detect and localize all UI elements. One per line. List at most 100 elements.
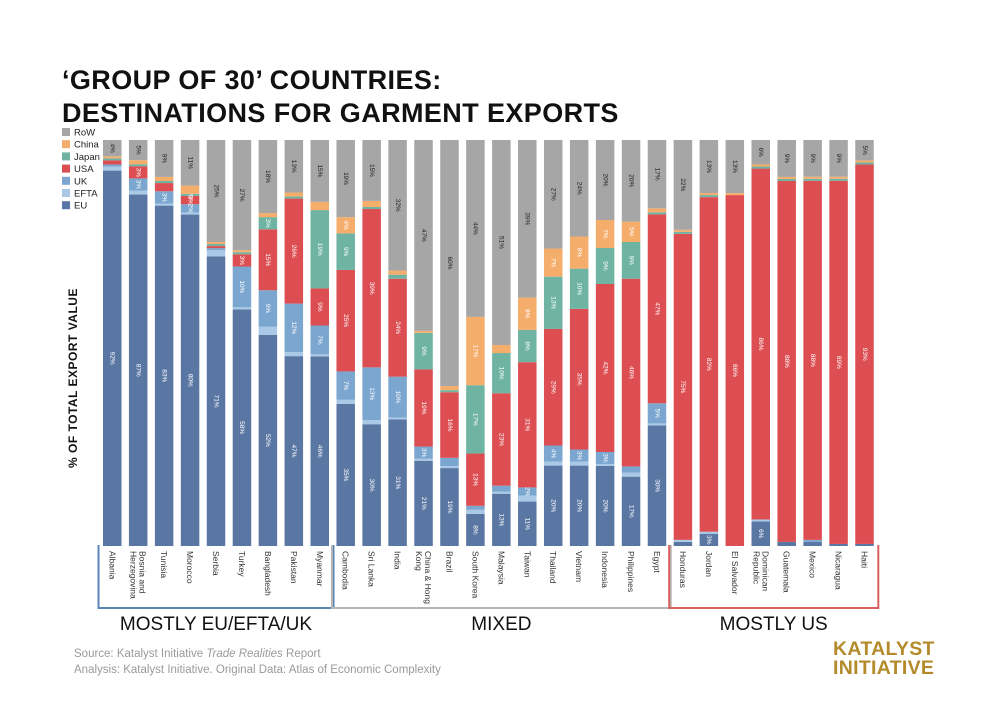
category-label-morocco: Morocco [185,551,195,584]
data-label-indonesia-china: 7% [601,229,608,239]
group-label-mostly-eu-efta-uk: MOSTLY EU/EFTA/UK [120,614,312,635]
bar-taiwan-china [518,297,537,330]
bar-haiti-row [855,140,874,161]
bar-myanmar-usa [310,288,330,326]
bar-brazil-eu [440,468,459,546]
legend-swatch-uk [62,176,70,185]
bar-honduras-usa [673,233,693,540]
bar-sri-lanka-uk [362,367,381,421]
bar-india-usa [388,278,407,377]
bar-philippines-japan [621,242,641,279]
bar-china-and-hong-kong-eu [414,460,433,546]
bar-india-row [388,140,407,271]
bar-honduras-japan [673,231,693,234]
legend-label-japan: Japan [74,152,100,163]
bar-jordan-japan [699,195,719,198]
legend-label-uk: UK [74,176,88,187]
data-label-cambodia-china: 4% [342,221,349,231]
data-label-pakistan-eu: 47% [290,445,297,458]
data-label-mexico-row: 9% [809,154,816,164]
bars: 92%4%87%3%3%5%83%3%9%80%2%3%2%11%71%25%5… [103,140,874,547]
bar-india-japan [388,274,407,279]
category-label-tunisia: Tunisia [159,551,169,578]
bar-pakistan-china [284,192,304,197]
data-label-morocco-uk: 2% [186,204,193,214]
data-label-morocco-row: 11% [186,157,193,170]
bar-tunisia-usa [154,183,174,192]
bar-bangladesh-china [258,213,278,218]
analysis-line: Analysis: Katalyst Initiative. Original … [74,664,441,676]
bar-indonesia-eu [595,466,615,546]
bar-indonesia-usa [595,284,615,452]
bar-myanmar-uk [310,325,330,355]
data-label-cambodia-japan: 9% [342,247,349,257]
data-label-bangladesh-uk: 9% [264,304,271,314]
bar-tunisia-china [154,176,174,182]
bar-thailand-china [543,248,563,277]
bar-pakistan-usa [284,198,304,304]
data-label-bangladesh-japan: 3% [264,219,271,229]
data-label-china-and-hong-kong-usa: 19% [420,401,427,414]
data-label-south-korea-eu: 8% [472,525,479,535]
bar-tunisia-efta [154,203,174,206]
group-brackets: MOSTLY EU/EFTA/UK MIXED MOSTLY US [97,545,880,635]
data-label-india-eu: 31% [394,476,401,489]
bar-pakistan-uk [284,303,304,353]
data-label-india-usa: 24% [394,321,401,334]
bar-turkey-uk [232,266,252,308]
data-label-thailand-row: 27% [550,188,557,201]
bar-jordan-efta [699,531,719,534]
bar-serbia-usa [206,246,226,249]
data-label-albania-row: 4% [109,143,116,153]
category-label-dominican-republic: DominicanRepublic [751,551,770,591]
bar-mexico-uk [803,539,822,542]
category-label-turkey: Turkey [237,551,247,577]
data-label-myanmar-uk: 7% [316,335,323,345]
bar-south-korea-china [466,316,485,386]
bar-nicaragua-row [829,140,848,177]
bar-bangladesh-eu [258,334,278,546]
bar-morocco-row [180,140,200,186]
bar-malaysia-uk [492,485,511,492]
bar-myanmar-row [310,140,330,202]
bar-albania-efta [103,166,122,171]
bar-dominican-republic-efta [751,519,770,522]
category-label-brazil: Brazil [444,551,454,572]
data-label-nicaragua-usa: 89% [835,356,842,369]
bar-taiwan-row [518,140,537,298]
bar-sri-lanka-usa [362,209,381,368]
bar-turkey-japan [232,252,252,255]
bar-bangladesh-row [258,140,278,214]
bar-egypt-efta [647,423,667,426]
bar-cambodia-eu [336,403,355,546]
bar-thailand-japan [543,276,563,329]
bar-guatemala-japan [777,178,796,182]
data-label-philippines-eu: 17% [627,505,634,518]
bar-taiwan-usa [518,362,537,488]
bar-philippines-china [621,221,641,243]
data-label-mexico-usa: 88% [809,354,816,367]
legend-label-efta: EFTA [74,189,98,200]
bar-malaysia-row [492,140,511,346]
data-label-taiwan-usa: 31% [524,418,531,431]
chart-title-line-2: DESTINATIONS FOR GARMENT EXPORTS [62,98,619,128]
bar-philippines-efta [621,472,641,477]
data-label-egypt-row: 17% [653,168,660,181]
bar-nicaragua-eu [829,543,848,546]
bar-vietnam-uk [569,449,589,462]
bar-south-korea-row [466,140,485,317]
category-label-india: India [393,551,403,570]
data-label-indonesia-eu: 20% [601,499,608,512]
bar-albania-uk [103,164,122,167]
data-label-thailand-japan: 13% [550,296,557,309]
bar-thailand-eu [543,465,563,546]
bar-serbia-row [206,140,226,243]
data-label-serbia-row: 25% [212,185,219,198]
bar-myanmar-efta [310,354,330,357]
bar-cambodia-uk [336,371,355,400]
bar-malaysia-japan [492,353,511,394]
bar-vietnam-japan [569,268,589,309]
data-label-sri-lanka-uk: 13% [368,387,375,400]
bar-honduras-china [673,229,693,232]
bar-cambodia-usa [336,269,355,372]
